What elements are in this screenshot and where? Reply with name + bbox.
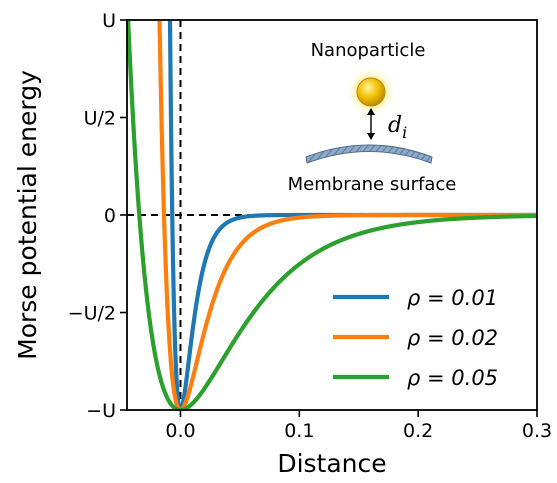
legend: ρ = 0.01 ρ = 0.02 ρ = 0.05 — [333, 286, 498, 390]
distance-label: di — [388, 113, 407, 142]
membrane-surface-icon — [305, 144, 433, 164]
membrane-surface-label: Membrane surface — [288, 174, 457, 195]
y-tick-label-4: U/2 — [84, 108, 116, 130]
distance-arrow-head-top — [367, 108, 375, 115]
distance-arrow-head-bottom — [367, 133, 375, 140]
distance-subscript: i — [402, 123, 407, 142]
series-line-2 — [157, 20, 537, 410]
nanoparticle-label: Nanoparticle — [311, 40, 426, 61]
y-axis-title: Morse potential energy — [13, 70, 42, 360]
legend-label-2: ρ = 0.02 — [407, 326, 498, 350]
ticks-group: 0.0 0.1 0.2 0.3 −U −U/2 0 U/2 U — [68, 10, 552, 442]
distance-symbol: d — [388, 113, 402, 138]
series-line-3 — [127, 20, 537, 410]
legend-label-3: ρ = 0.05 — [407, 366, 498, 390]
x-tick-label-1: 0.0 — [165, 420, 195, 442]
y-tick-label-2: −U/2 — [68, 303, 116, 325]
x-axis-title: Distance — [277, 449, 386, 478]
y-tick-label-1: −U — [86, 400, 116, 422]
x-tick-label-3: 0.2 — [403, 420, 433, 442]
x-tick-label-2: 0.1 — [284, 420, 314, 442]
nanoparticle-icon — [356, 77, 386, 107]
y-tick-label-3: 0 — [104, 205, 116, 227]
series-group — [127, 20, 537, 410]
inset-illustration: Nanoparticle di Membrane surface — [288, 40, 457, 195]
y-tick-label-5: U — [102, 10, 116, 32]
legend-label-1: ρ = 0.01 — [407, 286, 498, 310]
x-tick-label-4: 0.3 — [522, 420, 552, 442]
